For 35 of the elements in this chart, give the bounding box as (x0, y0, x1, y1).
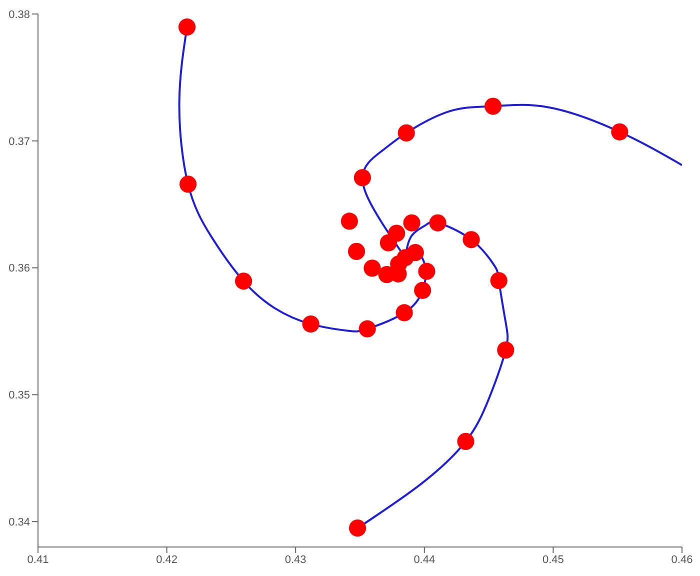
point (403, 214, 420, 232)
point (497, 342, 514, 359)
point (380, 234, 398, 252)
point (179, 176, 197, 193)
y-tick-label: 0.38 (8, 8, 30, 21)
point (490, 272, 508, 290)
point (406, 244, 424, 262)
point (178, 18, 196, 36)
x-tick-label: 0.44 (414, 554, 436, 566)
point (358, 320, 376, 338)
y-tick-label: 0.35 (8, 390, 30, 402)
y-tick-label: 0.36 (8, 262, 30, 275)
point (348, 520, 366, 537)
point (340, 212, 358, 230)
point (418, 262, 436, 280)
y-tick-label: 0.37 (8, 136, 30, 148)
x-tick-label: 0.46 (671, 554, 693, 566)
point (484, 98, 502, 115)
point (462, 231, 480, 248)
y-tick-label: 0.34 (8, 516, 30, 529)
point (414, 282, 432, 299)
x-tick-label: 0.45 (542, 554, 564, 566)
point (457, 432, 474, 450)
point (396, 304, 413, 322)
point (348, 242, 366, 260)
x-tick-label: 0.41 (27, 554, 49, 566)
point (364, 260, 381, 277)
point (302, 315, 320, 333)
point (354, 169, 372, 186)
x-tick-label: 0.42 (156, 554, 178, 566)
point (429, 214, 446, 232)
point (398, 124, 415, 142)
x-tick-label: 0.43 (284, 554, 306, 566)
point (611, 123, 628, 140)
point (235, 272, 252, 290)
